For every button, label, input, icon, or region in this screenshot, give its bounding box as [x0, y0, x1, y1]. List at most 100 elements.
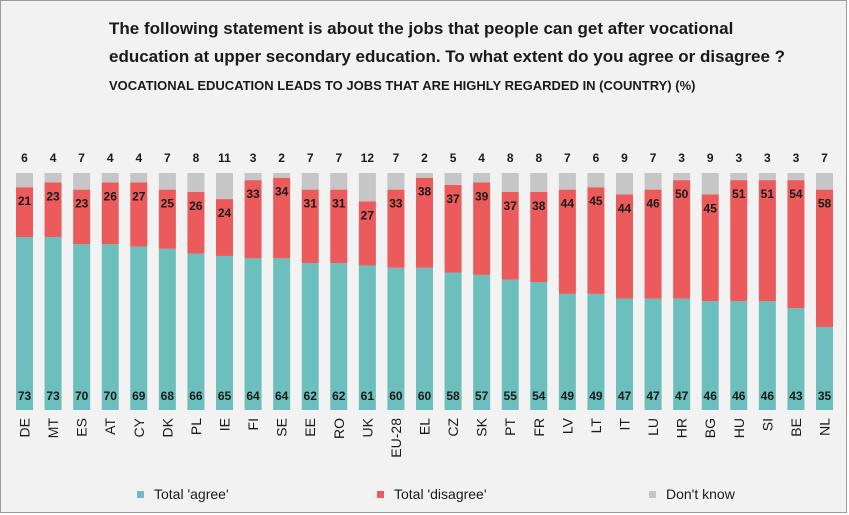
value-label-agree-HR: 47: [675, 389, 689, 403]
bar-agree-AT: [101, 244, 119, 410]
value-label-agree-CY: 69: [132, 389, 146, 403]
value-label-disagree-EU-28: 33: [389, 197, 403, 211]
bar-dontknow-SE: [273, 173, 291, 178]
category-label-EE: EE: [302, 418, 318, 437]
bar-agree-SE: [273, 258, 291, 410]
bar-disagree-PT: [501, 191, 519, 280]
bar-dontknow-CZ: [444, 173, 462, 185]
legend-item-dontknow: Don't know: [649, 486, 735, 502]
bar-agree-IE: [216, 255, 233, 410]
value-label-agree-EE: 62: [304, 389, 318, 403]
title-text: The following statement is about the job…: [109, 19, 786, 66]
value-label-disagree-EL: 38: [418, 185, 432, 199]
category-label-PT: PT: [502, 418, 518, 436]
value-label-dontknow-SE: 2: [278, 151, 285, 165]
bar-disagree-EL: [416, 177, 433, 268]
bar-dontknow-PT: [501, 173, 519, 192]
category-label-BE: BE: [788, 418, 804, 437]
legend-label-agree: Total 'agree': [154, 486, 229, 502]
bar-agree-IT: [616, 298, 633, 410]
value-label-disagree-BG: 45: [704, 201, 718, 215]
legend-swatch-agree: [137, 490, 144, 498]
bar-dontknow-FR: [530, 173, 548, 192]
bar-dontknow-DE: [16, 173, 33, 188]
category-label-CY: CY: [131, 417, 147, 437]
value-label-agree-FI: 64: [246, 389, 260, 403]
bar-agree-DE: [16, 236, 33, 410]
category-label-FI: FI: [245, 418, 261, 430]
value-label-agree-IT: 47: [618, 389, 632, 403]
bar-dontknow-EE: [301, 173, 319, 190]
bar-dontknow-MT: [44, 173, 62, 183]
value-label-disagree-SK: 39: [475, 189, 489, 203]
bar-disagree-RO: [330, 189, 348, 264]
bar-disagree-DE: [16, 187, 33, 237]
bar-disagree-BG: [701, 194, 719, 301]
value-label-dontknow-DE: 6: [21, 151, 28, 165]
bar-agree-BE: [787, 308, 805, 410]
category-label-BG: BG: [702, 418, 718, 438]
bar-dontknow-RO: [330, 173, 348, 190]
bar-dontknow-IT: [616, 173, 633, 195]
bar-dontknow-IE: [216, 173, 233, 200]
value-label-agree-DK: 68: [161, 389, 175, 403]
bar-disagree-IE: [216, 199, 233, 256]
category-label-ES: ES: [74, 418, 90, 437]
bar-disagree-CZ: [444, 184, 462, 273]
value-label-dontknow-EE: 7: [307, 151, 314, 165]
bar-agree-FR: [530, 282, 548, 410]
category-label-LT: LT: [588, 418, 604, 434]
bar-dontknow-UK: [358, 173, 376, 202]
value-label-agree-CZ: 58: [446, 389, 460, 403]
bar-disagree-LU: [644, 189, 662, 299]
bar-agree-HU: [730, 300, 748, 410]
category-label-SI: SI: [759, 418, 775, 431]
value-label-dontknow-AT: 4: [107, 151, 114, 165]
bar-disagree-IT: [616, 194, 633, 299]
value-label-agree-SE: 64: [275, 389, 289, 403]
value-label-agree-LU: 47: [646, 389, 660, 403]
value-label-dontknow-MT: 4: [50, 151, 57, 165]
value-label-agree-ES: 70: [75, 389, 89, 403]
bar-agree-BG: [701, 300, 719, 410]
value-label-dontknow-FR: 8: [535, 151, 542, 165]
bar-agree-SI: [758, 300, 776, 410]
value-label-disagree-FR: 38: [532, 199, 546, 213]
legend-item-agree: Total 'agree': [137, 486, 229, 502]
category-label-IE: IE: [217, 418, 233, 431]
value-label-agree-SI: 46: [761, 389, 775, 403]
chart-subtitle: Vocational education leads to jobs that …: [109, 78, 696, 93]
category-label-EU-28: EU-28: [388, 418, 404, 458]
value-label-agree-BG: 46: [704, 389, 718, 403]
category-label-AT: AT: [102, 418, 118, 435]
category-label-CZ: CZ: [445, 418, 461, 437]
bar-disagree-EE: [301, 189, 319, 264]
value-label-disagree-HU: 51: [732, 187, 746, 201]
bar-agree-PL: [187, 253, 205, 410]
bar-dontknow-NL: [816, 173, 833, 190]
bar-agree-RO: [330, 263, 348, 410]
bar-agree-EE: [301, 263, 319, 410]
value-label-agree-EL: 60: [418, 389, 432, 403]
value-label-agree-DE: 73: [18, 389, 32, 403]
value-label-disagree-FI: 33: [246, 187, 260, 201]
category-label-IT: IT: [617, 418, 633, 431]
value-label-agree-HU: 46: [732, 389, 746, 403]
value-label-disagree-PL: 26: [189, 199, 203, 213]
bar-dontknow-HU: [730, 173, 748, 181]
chart-title: The following statement is about the job…: [109, 15, 809, 100]
category-label-DK: DK: [159, 417, 175, 437]
bar-agree-FI: [244, 258, 262, 410]
bar-agree-EU-28: [387, 267, 405, 410]
bar-dontknow-ES: [73, 173, 91, 190]
value-label-dontknow-LV: 7: [564, 151, 571, 165]
bar-agree-LU: [644, 298, 662, 410]
category-label-SE: SE: [274, 418, 290, 437]
value-label-dontknow-HU: 3: [735, 151, 742, 165]
bar-dontknow-BG: [701, 173, 719, 195]
category-label-LU: LU: [645, 418, 661, 436]
bar-dontknow-BE: [787, 173, 805, 181]
value-label-dontknow-IT: 9: [621, 151, 628, 165]
value-label-dontknow-LU: 7: [650, 151, 657, 165]
value-label-disagree-HR: 50: [675, 187, 689, 201]
